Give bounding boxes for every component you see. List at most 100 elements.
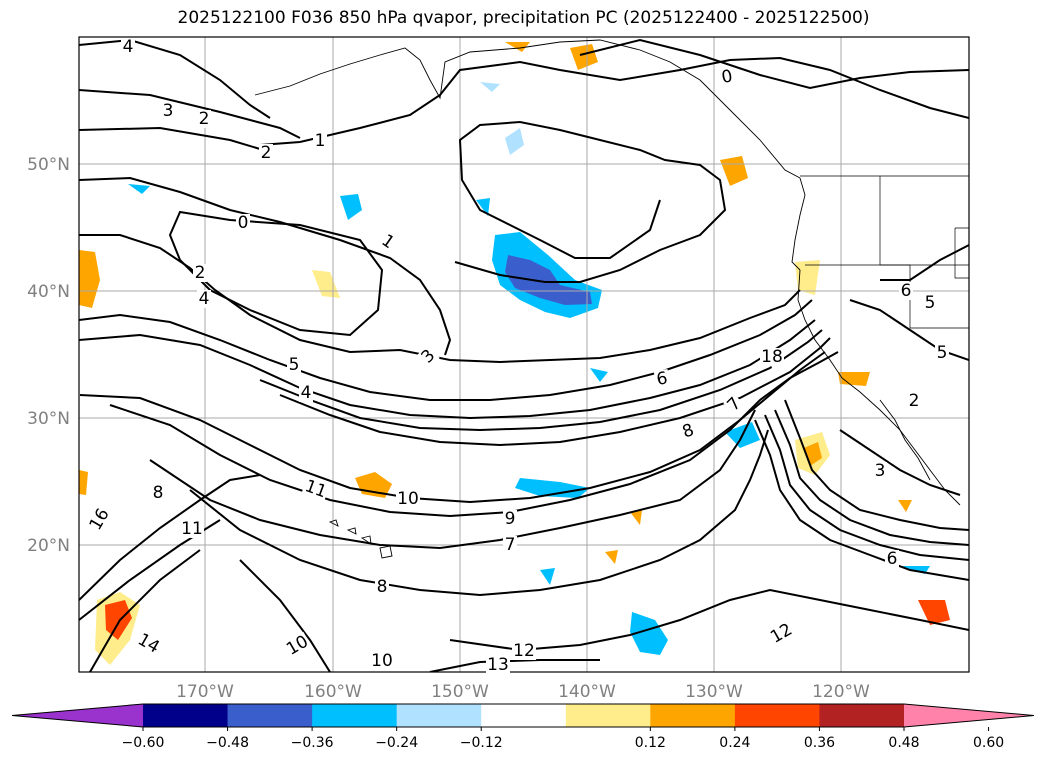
colorbar-segment (227, 704, 313, 727)
colorbar-segment (143, 704, 229, 727)
contour-label-background (236, 214, 250, 232)
lon-label: 120°W (812, 682, 870, 702)
colorbar-tick-label: 0.48 (888, 735, 919, 751)
contour-label-background (718, 66, 736, 88)
contour-label-background (85, 504, 114, 535)
map-frame (78, 36, 970, 673)
colorbar-segment (481, 704, 567, 727)
contour-label: 13 (487, 655, 509, 675)
map-title: 2025122100 F036 850 hPa qvapor, precipit… (177, 8, 870, 28)
contour-0-central (454, 120, 727, 283)
colorbar-tick-label: 0.12 (635, 735, 666, 751)
contour-label-background (313, 132, 327, 150)
lon-label: 130°W (685, 682, 743, 702)
contour-3-main (79, 299, 813, 401)
contour-label-background (760, 348, 784, 366)
colorbar-tick-label: −0.24 (375, 735, 418, 751)
colorbar-tick-label: 0.36 (804, 735, 835, 751)
contour-label-background (197, 290, 211, 308)
contour-label-background (180, 520, 204, 538)
precip-negative-patch (340, 194, 362, 220)
precip-positive-patch (505, 42, 530, 52)
contour-label: 2 (195, 263, 206, 283)
precip-negative-core (505, 255, 592, 305)
colorbar-segment (396, 704, 482, 727)
contour-10-south (239, 559, 331, 672)
contour-label: 9 (505, 509, 516, 529)
contour-label-background (370, 652, 394, 670)
contour-mexico-1 (754, 419, 969, 581)
precip-negative-patch (630, 612, 668, 655)
contour-label-background (282, 631, 313, 660)
contour-label: 6 (901, 281, 912, 301)
contour-10 (189, 429, 769, 597)
lat-label: 50°N (27, 155, 70, 175)
contour-label-background (121, 38, 135, 56)
contour-label: 5 (937, 343, 948, 363)
contour-6-main (279, 337, 831, 447)
lon-label: 170°W (176, 682, 234, 702)
contour-label: 4 (199, 289, 210, 309)
coastlines (254, 39, 961, 559)
precip-negative-patch (540, 568, 555, 585)
precip-positive-patch (79, 250, 100, 308)
contour-label-background (873, 462, 887, 480)
contour-label: 5 (925, 293, 936, 313)
contour-label: 10 (397, 489, 419, 509)
map-area (79, 37, 969, 672)
contour-label: 12 (513, 641, 535, 661)
contour-label-background (935, 344, 949, 362)
precip-fills (79, 42, 950, 665)
contour-label-background (133, 629, 164, 658)
hawaii-islands (328, 519, 393, 559)
contour-label-background (512, 642, 536, 660)
contour-label: 11 (181, 519, 203, 539)
contour-label: 4 (123, 37, 134, 57)
qvapor-contours (79, 38, 969, 672)
contour-label-background (161, 102, 175, 120)
colorbar-segment (819, 704, 905, 727)
contour-label-background (417, 345, 440, 368)
contour-label: 6 (887, 549, 898, 569)
contour-mexico-2 (764, 414, 969, 561)
contour-label: 1 (315, 131, 326, 151)
contour-label-background (259, 144, 273, 162)
precip-negative-patch (128, 184, 150, 194)
coastline-bc (791, 177, 806, 271)
contour-mexico-3 (774, 409, 969, 546)
contour-4-main (79, 319, 816, 420)
contour-9 (149, 409, 756, 550)
coastline-mexico (879, 399, 931, 481)
colorbar-tick-label: −0.60 (122, 735, 165, 751)
contour-label: 2 (261, 143, 272, 163)
precip-negative-patch (515, 478, 590, 498)
contour-label-background (907, 392, 921, 410)
lat-label: 20°N (27, 536, 70, 556)
contour-3 (79, 89, 301, 139)
lon-label: 160°W (304, 682, 362, 702)
contour-label-background (923, 294, 937, 312)
contour-12-south (449, 588, 969, 652)
precip-negative-patch (590, 368, 608, 382)
contour-label: 5 (289, 355, 300, 375)
contour-label-background (653, 368, 671, 390)
lat-label: 40°N (27, 282, 70, 302)
contour-11 (79, 474, 261, 601)
precip-negative-patch (480, 82, 500, 92)
contour-label-background (899, 282, 913, 300)
precip-positive-patch (105, 600, 132, 640)
contour-label: 8 (153, 483, 164, 503)
contour-label: 4 (301, 383, 312, 403)
contour-3-east (839, 429, 961, 496)
longitude-labels: 170°W 160°W 150°W 140°W 130°W 120°W (176, 682, 870, 702)
coastline-pnw (797, 269, 961, 506)
graticule (79, 37, 969, 672)
contour-label: 10 (371, 651, 393, 671)
contour-label: 2 (199, 109, 210, 129)
contour-label-background (197, 110, 211, 128)
contour-label-background (299, 384, 313, 402)
contour-0-north (579, 38, 969, 90)
precip-positive-patch (630, 510, 642, 525)
contour-0 (168, 210, 384, 337)
